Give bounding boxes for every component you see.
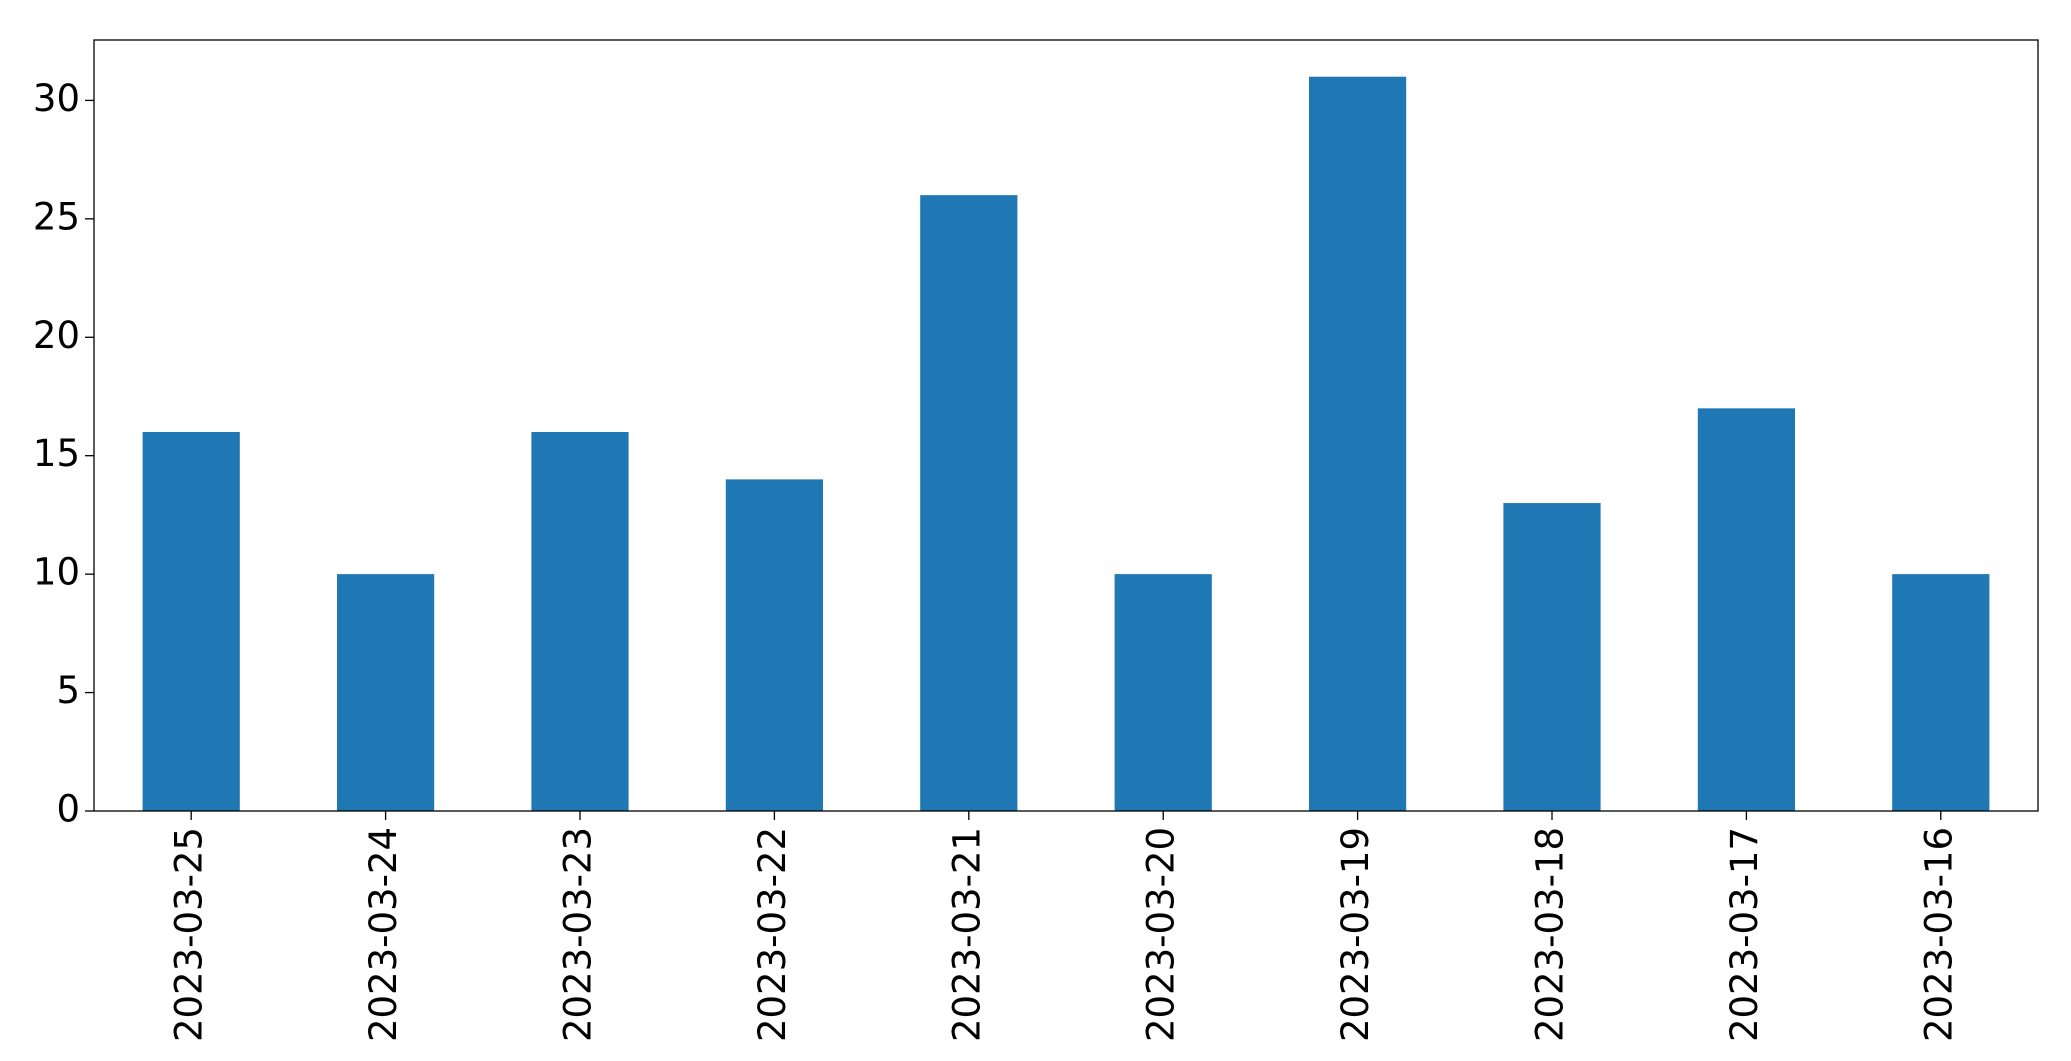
bar <box>1503 503 1601 811</box>
bar <box>1114 574 1212 811</box>
bar <box>142 432 240 811</box>
bar <box>725 479 823 811</box>
x-tick-label: 2023-03-24 <box>362 827 405 1042</box>
x-tick-label: 2023-03-17 <box>1723 827 1766 1042</box>
x-tick-label: 2023-03-18 <box>1529 827 1572 1042</box>
bar <box>531 432 629 811</box>
bar <box>1309 76 1407 811</box>
x-tick-label: 2023-03-16 <box>1917 827 1960 1042</box>
y-tick-label: 15 <box>33 432 80 475</box>
bar <box>1697 408 1795 811</box>
x-tick-label: 2023-03-23 <box>557 827 600 1042</box>
y-tick-label: 20 <box>33 314 80 357</box>
bar <box>920 195 1018 811</box>
bar <box>1892 574 1990 811</box>
y-tick-label: 0 <box>56 788 80 831</box>
y-tick-label: 10 <box>33 551 80 594</box>
x-tick-label: 2023-03-19 <box>1334 827 1377 1042</box>
x-tick-label: 2023-03-21 <box>945 827 988 1042</box>
bar <box>337 574 435 811</box>
x-tick-label: 2023-03-25 <box>168 827 211 1042</box>
y-tick-label: 5 <box>56 669 80 712</box>
plot-frame <box>93 39 2039 812</box>
y-tick-label: 30 <box>33 77 80 120</box>
y-tick-label: 25 <box>33 195 80 238</box>
x-tick-label: 2023-03-20 <box>1140 827 1183 1042</box>
x-tick-label: 2023-03-22 <box>751 827 794 1042</box>
